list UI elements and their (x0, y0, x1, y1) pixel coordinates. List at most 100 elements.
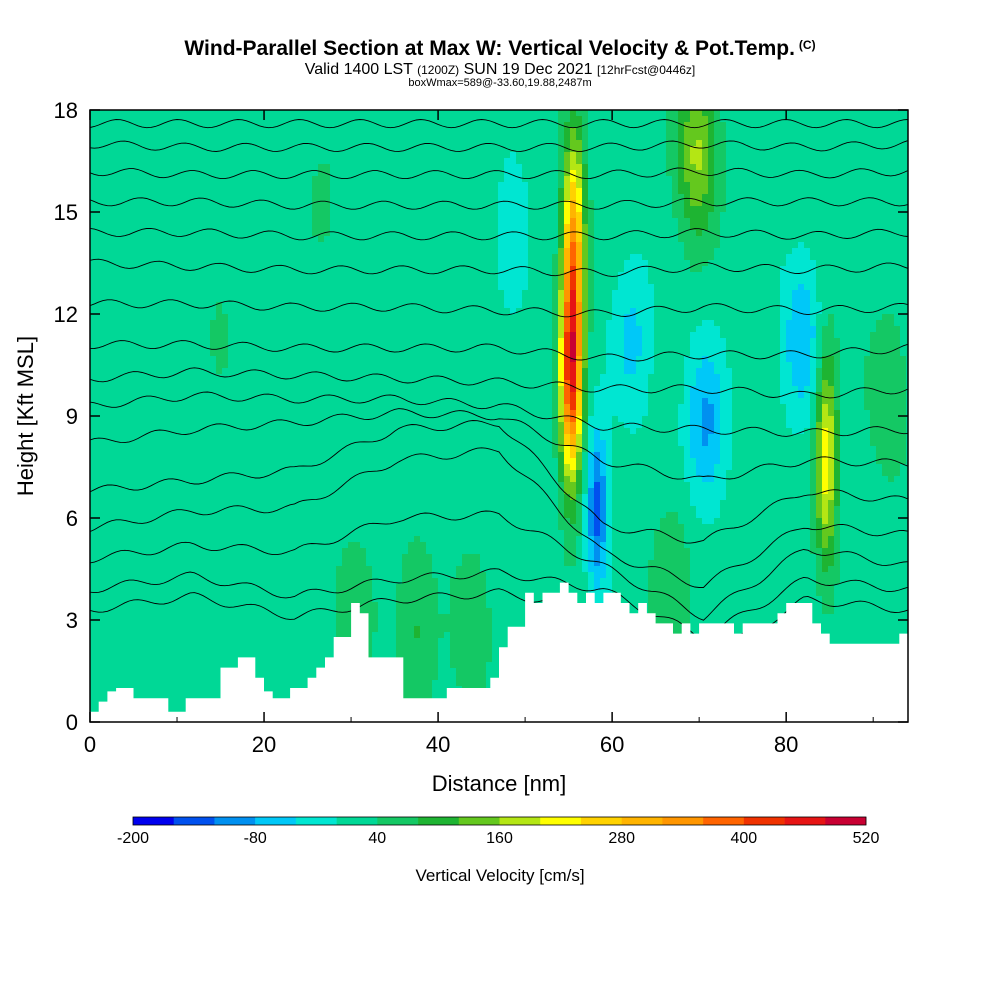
field-cell (270, 236, 276, 242)
field-cell (564, 152, 570, 158)
field-cell (312, 290, 318, 296)
field-cell (168, 200, 174, 206)
field-cell (732, 152, 738, 158)
field-cell (510, 302, 516, 308)
field-cell (852, 272, 858, 278)
field-cell (534, 248, 540, 254)
field-cell (906, 134, 912, 140)
field-cell (792, 296, 798, 302)
field-cell (360, 134, 366, 140)
field-cell (96, 320, 102, 326)
field-cell (426, 266, 432, 272)
field-cell (408, 128, 414, 134)
field-cell (294, 296, 300, 302)
field-cell (330, 230, 336, 236)
field-cell (588, 170, 594, 176)
field-cell (150, 158, 156, 164)
field-cell (432, 176, 438, 182)
field-cell (528, 170, 534, 176)
field-cell (738, 218, 744, 224)
field-cell (768, 206, 774, 212)
field-cell (156, 254, 162, 260)
field-cell (432, 314, 438, 320)
field-cell (840, 224, 846, 230)
field-cell (780, 164, 786, 170)
field-cell (534, 302, 540, 308)
field-cell (894, 164, 900, 170)
field-cell (702, 290, 708, 296)
field-cell (702, 308, 708, 314)
field-cell (174, 164, 180, 170)
field-cell (636, 140, 642, 146)
field-cell (246, 218, 252, 224)
field-cell (156, 326, 162, 332)
field-cell (192, 116, 198, 122)
field-cell (744, 260, 750, 266)
field-cell (570, 290, 576, 296)
field-cell (588, 290, 594, 296)
field-cell (570, 230, 576, 236)
field-cell (738, 272, 744, 278)
field-cell (102, 218, 108, 224)
field-cell (432, 128, 438, 134)
field-cell (780, 218, 786, 224)
field-cell (726, 272, 732, 278)
field-cell (432, 260, 438, 266)
field-cell (630, 182, 636, 188)
field-cell (552, 230, 558, 236)
field-cell (156, 266, 162, 272)
field-cell (492, 206, 498, 212)
field-cell (372, 158, 378, 164)
field-cell (678, 134, 684, 140)
field-cell (282, 170, 288, 176)
field-cell (576, 302, 582, 308)
field-cell (204, 206, 210, 212)
field-cell (204, 308, 210, 314)
field-cell (180, 260, 186, 266)
field-cell (240, 326, 246, 332)
field-cell (288, 140, 294, 146)
field-cell (810, 200, 816, 206)
field-cell (678, 236, 684, 242)
field-cell (882, 152, 888, 158)
field-cell (432, 206, 438, 212)
field-cell (726, 296, 732, 302)
field-cell (342, 284, 348, 290)
field-cell (828, 140, 834, 146)
field-cell (630, 188, 636, 194)
field-cell (198, 308, 204, 314)
field-cell (204, 128, 210, 134)
field-cell (312, 296, 318, 302)
field-cell (534, 224, 540, 230)
field-cell (228, 314, 234, 320)
field-cell (732, 146, 738, 152)
field-cell (630, 152, 636, 158)
field-cell (576, 188, 582, 194)
field-cell (624, 164, 630, 170)
field-cell (906, 206, 912, 212)
field-cell (618, 182, 624, 188)
field-cell (822, 164, 828, 170)
field-cell (414, 188, 420, 194)
field-cell (606, 248, 612, 254)
field-cell (762, 116, 768, 122)
field-cell (360, 218, 366, 224)
field-cell (252, 188, 258, 194)
field-cell (348, 200, 354, 206)
field-cell (222, 314, 228, 320)
field-cell (156, 278, 162, 284)
field-cell (342, 200, 348, 206)
field-cell (774, 140, 780, 146)
field-cell (456, 170, 462, 176)
field-cell (348, 308, 354, 314)
field-cell (624, 278, 630, 284)
field-cell (258, 158, 264, 164)
field-cell (366, 230, 372, 236)
field-cell (378, 128, 384, 134)
field-cell (786, 158, 792, 164)
field-cell (156, 158, 162, 164)
field-cell (198, 116, 204, 122)
field-cell (648, 128, 654, 134)
field-cell (360, 128, 366, 134)
field-cell (390, 158, 396, 164)
